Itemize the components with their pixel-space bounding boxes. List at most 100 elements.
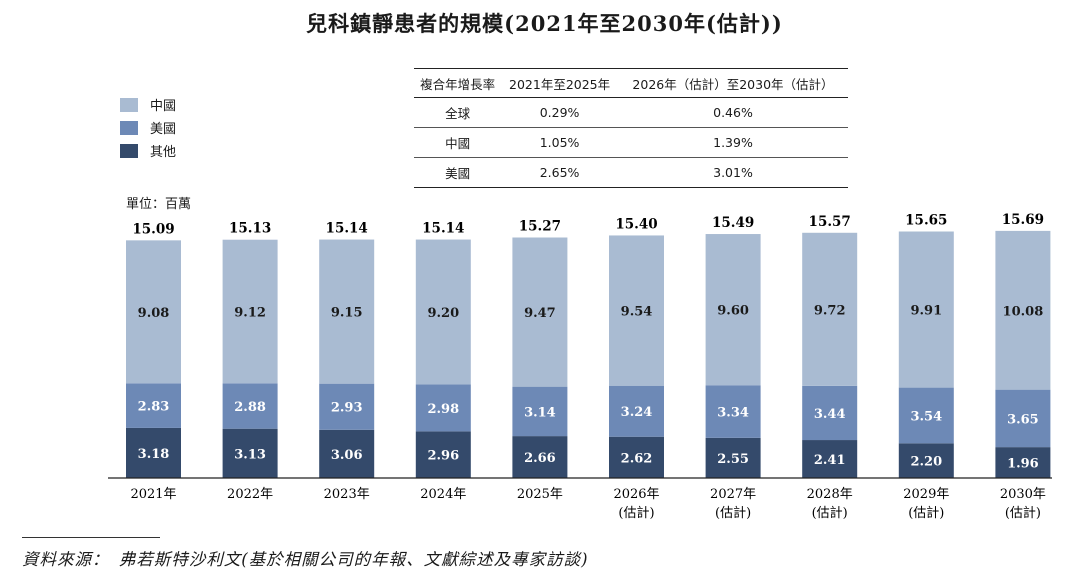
legend-label-china: 中國 xyxy=(150,99,177,114)
bar-segment-中國 xyxy=(512,237,568,387)
bar-value-label: 2.88 xyxy=(234,400,266,415)
cagr-value: 3.01% xyxy=(617,157,848,188)
bar-segment-其他 xyxy=(126,427,181,478)
bar-value-label: 9.54 xyxy=(621,305,653,320)
bar-segment-其他 xyxy=(415,431,471,478)
legend-item-usa: 美國 xyxy=(120,116,176,139)
bar-value-label: 2.96 xyxy=(427,449,459,464)
x-tick-label: 2029年 xyxy=(903,487,949,502)
bar-value-label: 9.72 xyxy=(814,303,846,318)
bar-value-label: 9.15 xyxy=(331,306,363,321)
legend-item-china: 中國 xyxy=(120,93,176,116)
x-tick-label: 2021年 xyxy=(130,487,176,502)
x-tick-sublabel: (估計) xyxy=(715,505,751,521)
bar-total-label: 15.57 xyxy=(809,214,851,230)
x-tick-sublabel: (估計) xyxy=(908,505,944,521)
bar-value-label: 2.41 xyxy=(814,453,846,468)
bar-value-label: 9.91 xyxy=(910,304,942,319)
bar-value-label: 3.65 xyxy=(1007,412,1039,427)
source-divider xyxy=(22,537,160,538)
bar-value-label: 9.20 xyxy=(427,306,459,321)
bar-value-label: 3.34 xyxy=(717,406,749,421)
chart-title: 兒科鎮靜患者的規模(2021年至2030年(估計)) xyxy=(306,11,783,36)
bar-segment-美國 xyxy=(802,385,858,441)
bar-value-label: 9.47 xyxy=(524,306,556,321)
x-tick-label: 2023年 xyxy=(324,487,370,502)
bar-segment-中國 xyxy=(319,239,375,384)
cagr-value: 0.46% xyxy=(617,97,848,128)
bar-value-label: 3.18 xyxy=(138,447,170,462)
bar-segment-中國 xyxy=(222,239,278,384)
cagr-value: 1.39% xyxy=(617,127,848,158)
bar-total-label: 15.09 xyxy=(132,221,174,237)
bar-segment-其他 xyxy=(222,428,278,478)
bar-segment-美國 xyxy=(705,385,761,438)
bar-value-label: 3.44 xyxy=(814,407,846,422)
bar-segment-中國 xyxy=(609,235,664,386)
bar-segment-中國 xyxy=(802,232,858,386)
bar-value-label: 2.98 xyxy=(427,402,459,417)
cagr-table: 複合年增長率 2021年至2025年 2026年（估計）至2030年（估計） 全… xyxy=(414,68,848,188)
bar-value-label: 3.06 xyxy=(331,448,363,463)
bar-value-label: 1.96 xyxy=(1007,457,1039,472)
cagr-value: 0.29% xyxy=(501,97,618,128)
bar-value-label: 2.62 xyxy=(621,451,653,466)
bar-value-label: 10.08 xyxy=(1003,304,1044,319)
bar-value-label: 3.24 xyxy=(621,405,653,420)
x-tick-label: 2024年 xyxy=(420,487,466,502)
bar-total-label: 15.27 xyxy=(519,218,561,234)
cagr-table-header: 複合年增長率 2021年至2025年 2026年（估計）至2030年（估計） xyxy=(414,68,848,98)
bar-value-label: 3.13 xyxy=(234,447,266,462)
bar-value-label: 2.20 xyxy=(910,455,942,470)
x-tick-label: 2025年 xyxy=(517,487,563,502)
bar-segment-美國 xyxy=(415,384,471,432)
bar-segment-其他 xyxy=(802,440,858,478)
cagr-value: 1.05% xyxy=(501,127,618,158)
bar-segment-其他 xyxy=(898,443,954,478)
legend-label-usa: 美國 xyxy=(150,122,177,137)
bar-total-label: 15.69 xyxy=(1002,212,1044,228)
bar-value-label: 2.83 xyxy=(138,400,170,415)
cagr-value: 2.65% xyxy=(501,157,618,188)
bar-segment-中國 xyxy=(995,230,1051,390)
legend-swatch-other xyxy=(120,143,138,158)
bar-segment-美國 xyxy=(995,389,1051,448)
bar-total-label: 15.13 xyxy=(229,221,271,237)
bar-value-label: 9.12 xyxy=(234,306,266,321)
bar-segment-美國 xyxy=(222,383,278,429)
bar-segment-中國 xyxy=(705,234,761,386)
bar-total-label: 15.14 xyxy=(422,221,464,237)
legend-item-other: 其他 xyxy=(120,139,176,162)
x-tick-sublabel: (估計) xyxy=(812,505,848,521)
bar-segment-其他 xyxy=(609,436,664,478)
bar-value-label: 3.54 xyxy=(910,409,942,424)
bar-segment-其他 xyxy=(319,429,375,478)
stacked-bar-chart: 3.18 2.83 9.08 15.09 2021年 3.13 2.88 9.12 15.13 2… xyxy=(108,212,1052,521)
bar-value-label: 3.14 xyxy=(524,405,556,420)
bar-value-label: 9.08 xyxy=(138,306,170,321)
bar-segment-美國 xyxy=(512,386,568,437)
x-tick-label: 2026年 xyxy=(613,487,659,502)
cagr-header-label: 複合年增長率 xyxy=(414,68,502,98)
bar-segment-美國 xyxy=(319,383,375,430)
x-tick-label: 2028年 xyxy=(807,487,853,502)
cagr-region: 全球 xyxy=(414,97,502,128)
legend-label-other: 其他 xyxy=(150,145,177,160)
bar-total-label: 15.40 xyxy=(615,216,657,232)
x-tick-sublabel: (估計) xyxy=(1005,505,1041,521)
bar-segment-其他 xyxy=(512,436,568,478)
bar-value-label: 2.66 xyxy=(524,451,556,466)
bar-segment-中國 xyxy=(126,240,181,384)
x-tick-label: 2027年 xyxy=(710,487,756,502)
bar-segment-其他 xyxy=(995,447,1051,478)
bar-total-label: 15.65 xyxy=(905,213,947,229)
x-tick-label: 2030年 xyxy=(1000,487,1046,502)
legend-swatch-usa xyxy=(120,120,138,135)
cagr-region: 中國 xyxy=(414,127,502,158)
bar-value-label: 2.55 xyxy=(717,452,749,467)
source-note: 資料來源： 弗若斯特沙利文(基於相關公司的年報、文獻綜述及專家訪談) xyxy=(22,550,589,569)
bar-value-label: 9.60 xyxy=(717,304,749,319)
legend-swatch-china xyxy=(120,97,138,112)
bar-total-label: 15.49 xyxy=(712,215,754,231)
bar-segment-中國 xyxy=(898,231,954,388)
